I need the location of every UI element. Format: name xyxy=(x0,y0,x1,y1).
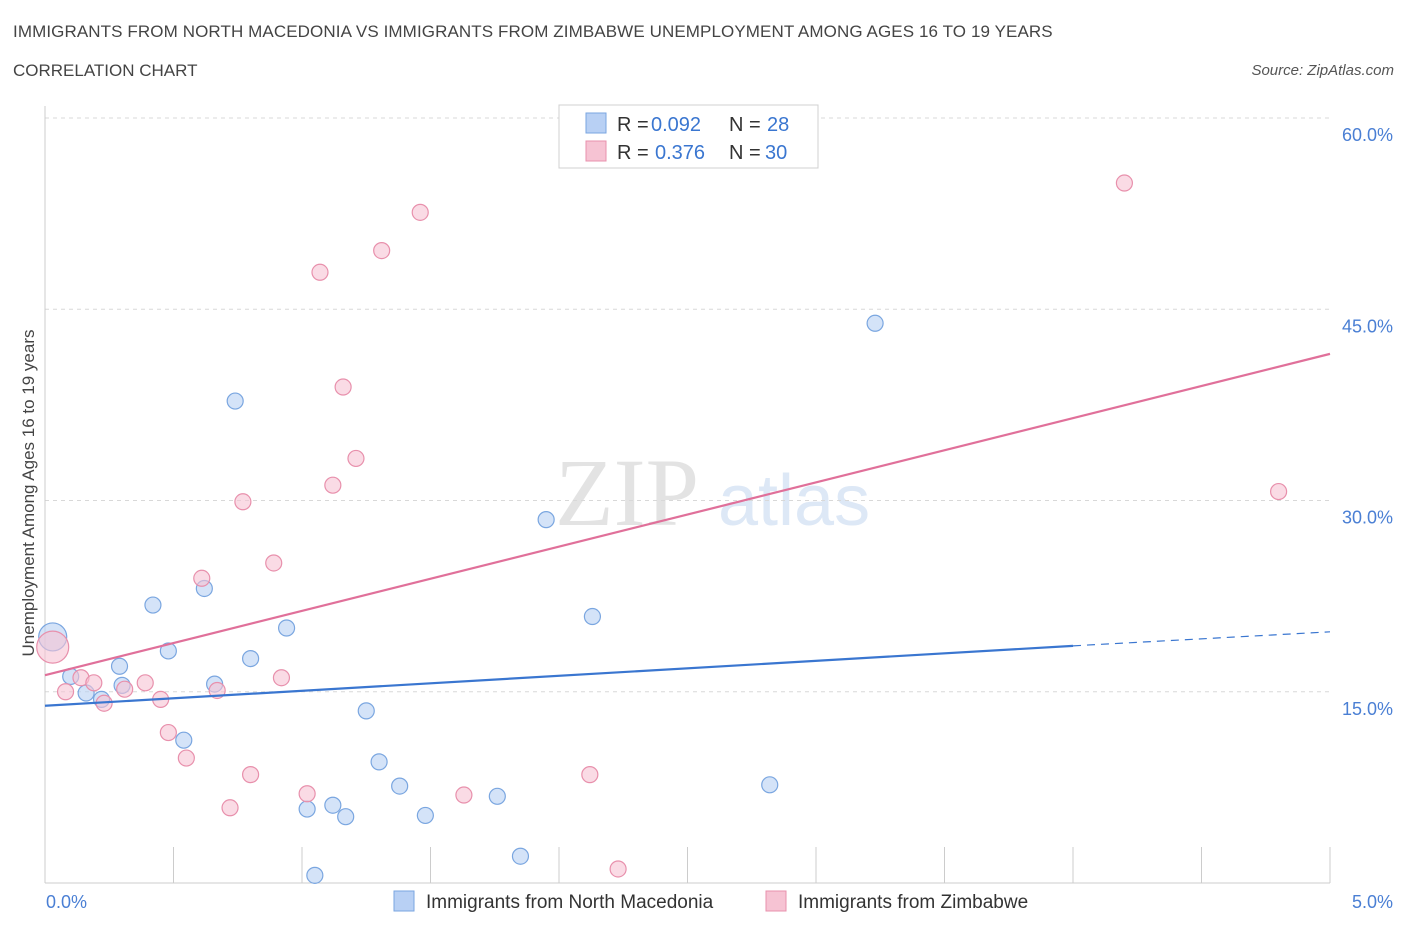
point-north-macedonia xyxy=(110,657,129,675)
trend-lines xyxy=(44,352,1331,707)
point-north-macedonia xyxy=(488,787,506,805)
point-zimbabwe xyxy=(116,680,134,698)
watermark-zip: ZIP xyxy=(555,439,699,546)
point-north-macedonia xyxy=(537,511,555,529)
point-north-macedonia xyxy=(583,607,602,626)
point-zimbabwe xyxy=(193,569,211,587)
point-north-macedonia xyxy=(391,777,409,795)
series-legend-swatch-north-macedonia xyxy=(393,890,415,912)
point-zimbabwe xyxy=(411,203,429,221)
legend-n-value-2: 30 xyxy=(765,142,787,164)
point-zimbabwe xyxy=(272,669,291,687)
legend-r-value-1: 0.092 xyxy=(651,114,701,136)
point-zimbabwe xyxy=(581,766,599,784)
point-zimbabwe xyxy=(221,799,239,817)
x-tick-labels: 0.0% 5.0% xyxy=(46,892,1393,912)
y-axis-label: Unemployment Among Ages 16 to 19 years xyxy=(19,330,38,657)
legend-n-label-1: N = xyxy=(729,114,761,136)
point-north-macedonia xyxy=(357,702,375,720)
point-zimbabwe xyxy=(455,786,473,804)
point-zimbabwe xyxy=(1269,482,1288,501)
stats-legend-swatch-blue xyxy=(585,112,607,134)
point-zimbabwe xyxy=(324,476,342,494)
series-legend: Immigrants from North Macedonia Immigran… xyxy=(393,890,1028,913)
point-north-macedonia xyxy=(226,392,244,410)
data-points xyxy=(36,174,1288,884)
point-north-macedonia xyxy=(337,808,355,826)
point-zimbabwe xyxy=(311,263,329,281)
point-zimbabwe xyxy=(56,683,75,701)
legend-r-value-2: 0.376 xyxy=(655,142,705,164)
source-label: Source: ZipAtlas.com xyxy=(1251,62,1394,79)
point-zimbabwe xyxy=(609,860,627,878)
point-zimbabwe xyxy=(136,674,154,692)
stats-legend-swatch-pink xyxy=(585,140,607,162)
point-north-macedonia xyxy=(298,800,316,818)
point-north-macedonia xyxy=(866,314,884,332)
watermark: ZIP atlas xyxy=(555,439,870,546)
x-tick-label: 0.0% xyxy=(46,892,87,912)
legend-n-value-1: 28 xyxy=(767,114,789,136)
point-zimbabwe xyxy=(1115,174,1134,192)
point-north-macedonia xyxy=(277,619,296,637)
point-north-macedonia xyxy=(159,642,177,660)
point-zimbabwe xyxy=(242,766,260,784)
x-tick-label: 5.0% xyxy=(1352,892,1393,912)
legend-r-label-2: R = xyxy=(617,142,649,164)
point-north-macedonia xyxy=(324,796,342,814)
point-zimbabwe xyxy=(347,449,365,468)
trend-line-north-macedonia xyxy=(44,644,1074,707)
point-zimbabwe xyxy=(298,785,316,803)
y-tick-label: 45.0% xyxy=(1342,316,1393,336)
axes xyxy=(44,106,1331,884)
y-tick-label: 60.0% xyxy=(1342,125,1393,145)
y-tick-labels: 15.0% 30.0% 45.0% 60.0% xyxy=(1342,125,1393,719)
point-zimbabwe xyxy=(85,674,103,692)
trend-line-zimbabwe xyxy=(44,352,1331,677)
point-north-macedonia xyxy=(761,776,779,794)
point-north-macedonia xyxy=(306,866,324,884)
series-legend-label-north-macedonia: Immigrants from North Macedonia xyxy=(426,892,714,913)
point-zimbabwe xyxy=(234,493,252,511)
y-tick-label: 15.0% xyxy=(1342,699,1393,719)
point-zimbabwe xyxy=(373,242,391,260)
point-north-macedonia xyxy=(511,847,530,865)
point-north-macedonia xyxy=(242,649,260,668)
point-north-macedonia xyxy=(416,806,434,825)
trend-line-extension-north-macedonia xyxy=(1072,631,1331,647)
point-zimbabwe xyxy=(36,630,70,664)
legend-r-label-1: R = xyxy=(617,114,649,136)
chart-subtitle: CORRELATION CHART xyxy=(13,61,198,80)
y-tick-label: 30.0% xyxy=(1342,508,1393,528)
stats-legend: R = 0.092 N = 28 R = 0.376 N = 30 xyxy=(558,104,819,169)
point-north-macedonia xyxy=(370,753,388,771)
point-north-macedonia xyxy=(175,731,193,749)
point-north-macedonia xyxy=(144,596,162,614)
point-zimbabwe xyxy=(265,554,283,572)
series-legend-label-zimbabwe: Immigrants from Zimbabwe xyxy=(798,892,1028,913)
chart-title: IMMIGRANTS FROM NORTH MACEDONIA VS IMMIG… xyxy=(13,22,1053,41)
point-zimbabwe xyxy=(177,749,195,767)
point-zimbabwe xyxy=(334,378,352,396)
series-legend-swatch-zimbabwe xyxy=(765,890,787,912)
point-zimbabwe xyxy=(159,723,177,742)
legend-n-label-2: N = xyxy=(729,142,761,164)
